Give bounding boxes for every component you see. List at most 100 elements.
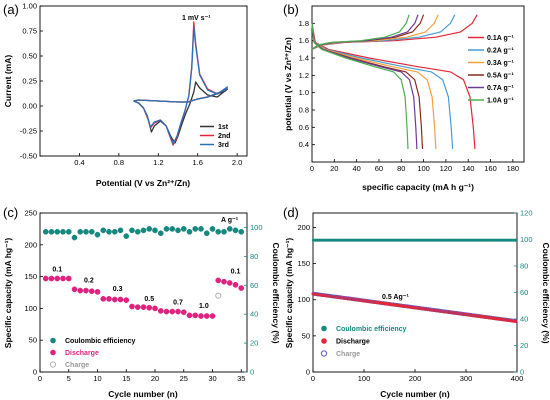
panel-b-legend: 0.1A g⁻¹ 0.2A g⁻¹ 0.3A g⁻¹ 0.5A g⁻¹ 0.7A g⁻¹…	[468, 35, 514, 105]
panel-b: (b) 0 20 40 60 80 100 120 140 160 180 0.4 0.6 0.8 1.0…	[283, 2, 525, 192]
cv-curve-1st	[133, 81, 228, 144]
x-tick-label: 0.8	[114, 158, 124, 167]
discharge-point	[54, 275, 61, 282]
y-tick-label: 200	[297, 223, 310, 232]
coulombic-efficiency-point	[169, 226, 176, 232]
x-tick-label: 2.0	[232, 158, 242, 167]
panel-c: (c) 0 5 10 15 20 25 30 35 0 50 100 150 200 250 0 20 40 60…	[3, 205, 281, 399]
coulombic-efficiency-point	[186, 228, 193, 235]
coulombic-efficiency-point	[54, 228, 61, 235]
discharge-point	[175, 308, 181, 315]
discharge-point	[42, 275, 49, 282]
discharge-point	[48, 275, 55, 282]
y2-tick-label: 40	[520, 315, 528, 324]
coulombic-efficiency-point	[117, 227, 124, 234]
y-tick-label: 100	[297, 295, 310, 304]
coulombic-efficiency-point	[88, 228, 95, 235]
discharge-point	[94, 289, 101, 295]
discharge-point	[83, 287, 89, 294]
coulombic-efficiency-point	[157, 230, 164, 237]
panel-a-curves	[133, 21, 228, 146]
discharge-point	[88, 288, 95, 295]
discharge-point	[221, 278, 227, 285]
y-tick-label: -0.50	[20, 152, 37, 161]
discharge-point	[100, 296, 107, 302]
panel-b-curves	[311, 14, 478, 150]
panel-d-label: (d)	[283, 205, 299, 220]
panel-d-ylabel-right: Coulombic efficiency (%)	[541, 242, 550, 343]
discharge-point	[163, 308, 170, 315]
coulombic-efficiency-point	[238, 228, 245, 235]
x-tick-label: 25	[180, 374, 188, 383]
x-tick-label: 15	[122, 374, 130, 383]
y2-tick-label: 40	[250, 310, 258, 319]
legend-label: Coulombic efficiency	[336, 326, 407, 333]
y-tick-label: 1.4	[299, 54, 309, 63]
panel-d: (d) 0 100 200 300 40005010015020002040608010…	[283, 205, 550, 399]
rate-label: 0.7	[173, 300, 183, 307]
discharge-curve	[311, 23, 476, 150]
discharge-point	[226, 280, 233, 286]
y-tick-label: 0.75	[22, 27, 37, 36]
coulombic-efficiency-point	[221, 228, 227, 235]
y2-tick-label: 100	[520, 235, 533, 244]
discharge-point	[203, 313, 210, 319]
panel-b-ylabel: potential (V vs Zn²⁺/Zn)	[283, 37, 293, 131]
x-tick-label: 20	[330, 164, 338, 173]
coulombic-efficiency-point	[152, 227, 158, 234]
rate-label: 0.1	[52, 267, 62, 274]
y-tick-label: 1.8	[299, 19, 309, 28]
y2-tick-label: 60	[250, 281, 258, 290]
y-tick-label: 1.00	[22, 2, 37, 11]
discharge-point	[215, 277, 222, 284]
coulombic-efficiency-point	[83, 228, 89, 235]
x-tick-label: 0	[310, 164, 314, 173]
x-tick-label: 0.4	[74, 158, 84, 167]
discharge-point	[152, 305, 158, 312]
panel-a-xlabel: Potential (V vs Zn²⁺/Zn)	[96, 178, 190, 188]
legend-label: 0.3A g⁻¹	[487, 60, 514, 67]
legend-label: 0.7A g⁻¹	[487, 85, 514, 92]
discharge-point	[513, 319, 518, 323]
discharge-point	[169, 308, 176, 315]
panel-c-ylabel: Specific capacity (mA hg⁻¹)	[3, 238, 13, 349]
discharge-point	[198, 313, 204, 319]
charge-curve	[311, 14, 410, 50]
x-tick-label: 1.2	[153, 158, 163, 167]
discharge-curve	[311, 23, 409, 150]
y-tick-label: 50	[29, 336, 37, 345]
panel-c-xlabel: Cycle number (n)	[108, 389, 178, 399]
legend-label: Charge	[65, 362, 89, 369]
discharge-point	[192, 312, 199, 319]
x-tick-label: 180	[507, 164, 520, 173]
y2-tick-label: 20	[520, 341, 528, 350]
legend-label: Discharge	[336, 339, 370, 346]
discharge-point	[157, 308, 164, 314]
rate-label: 1.0	[199, 303, 209, 310]
y2-tick-label: 0	[520, 368, 524, 377]
legend-marker	[50, 337, 56, 344]
panel-a-frame	[39, 5, 248, 157]
legend-label: 0.1A g⁻¹	[487, 35, 514, 42]
coulombic-efficiency-point	[198, 226, 204, 232]
coulombic-efficiency-point	[140, 227, 147, 234]
discharge-point	[209, 313, 216, 319]
coulombic-efficiency-point	[100, 227, 107, 234]
scan-rate-annotation: 1 mV s⁻¹	[182, 15, 211, 22]
coulombic-efficiency-point	[77, 228, 84, 235]
legend-label: Discharge	[65, 350, 99, 357]
x-tick-label: 160	[484, 164, 497, 173]
legend-label: Charge	[336, 351, 360, 358]
panel-b-label: (b)	[283, 2, 299, 17]
x-tick-label: 100	[417, 164, 430, 173]
x-tick-label: 400	[511, 374, 524, 383]
y-tick-label: 0	[33, 368, 37, 377]
rate-label: 0.5	[144, 296, 154, 303]
y-tick-label: 1.0	[299, 88, 309, 97]
coulombic-efficiency-point	[226, 226, 233, 232]
cv-curve-3rd	[133, 26, 228, 145]
legend-label: 0.5A g⁻¹	[487, 73, 514, 80]
y2-tick-label: 0	[250, 368, 254, 377]
coulombic-efficiency-point	[180, 226, 187, 232]
